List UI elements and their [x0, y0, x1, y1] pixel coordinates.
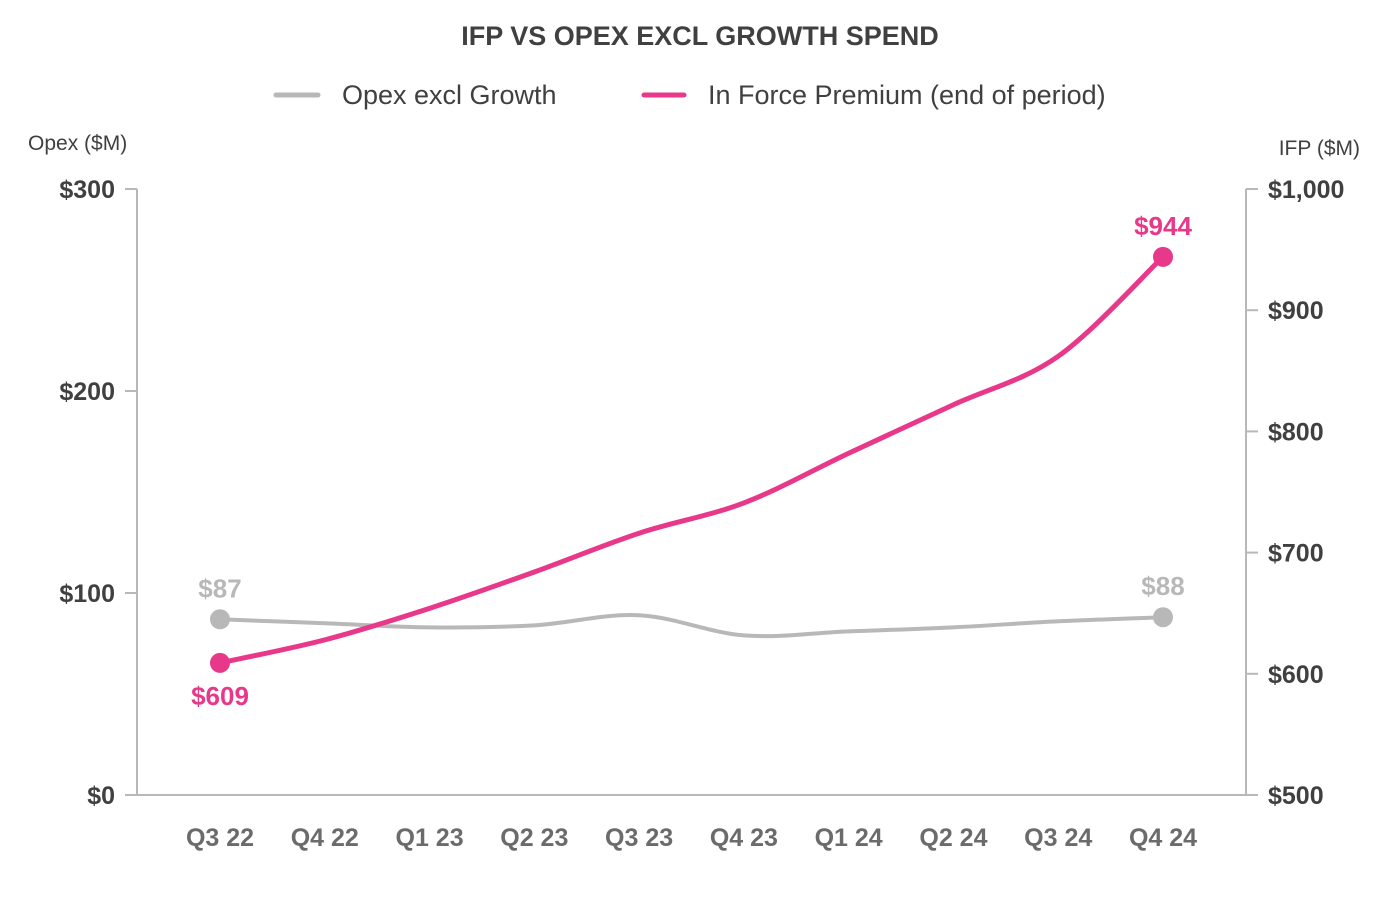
x-axis-tick-label: Q3 22 — [186, 824, 254, 852]
right-axis-tick-label: $1,000 — [1268, 176, 1344, 204]
x-axis-tick-label: Q2 24 — [919, 824, 987, 852]
data-labels: $87 $88 $609 $944 — [191, 211, 1192, 711]
data-label-opex: $87 — [198, 573, 241, 603]
left-axis-tick-label: $300 — [59, 176, 115, 204]
legend-label-ifp: In Force Premium (end of period) — [708, 80, 1106, 110]
x-axis-tick-label: Q2 23 — [500, 824, 568, 852]
data-label-opex: $88 — [1141, 571, 1184, 601]
x-axis-tick-label: Q1 24 — [815, 824, 883, 852]
chart-title: IFP VS OPEX EXCL GROWTH SPEND — [461, 21, 939, 51]
x-axis-tick-label: Q3 23 — [605, 824, 673, 852]
left-axis-tick-label: $200 — [59, 378, 115, 406]
x-axis-tick-label: Q4 24 — [1129, 824, 1197, 852]
right-axis-tick-label: $500 — [1268, 782, 1324, 810]
series-line-ifp — [217, 254, 1166, 666]
right-axis-tick-label: $800 — [1268, 418, 1324, 446]
right-axis-tick-label: $900 — [1268, 297, 1324, 325]
x-axis-tick-label: Q4 22 — [291, 824, 359, 852]
data-point-opex — [1153, 607, 1173, 628]
legend: Opex excl Growth In Force Premium (end o… — [273, 80, 1106, 110]
data-label-ifp: $944 — [1134, 211, 1192, 241]
left-axis-title: Opex ($M) — [28, 132, 127, 155]
right-axis-tick-label: $700 — [1268, 540, 1324, 568]
data-point-opex — [210, 609, 230, 630]
x-axis-tick-label: Q1 23 — [396, 824, 464, 852]
x-axis-tick-label: Q4 23 — [710, 824, 778, 852]
series — [210, 246, 1173, 673]
legend-label-opex: Opex excl Growth — [342, 80, 557, 110]
left-axis-tick-label: $0 — [87, 782, 115, 810]
left-axis-tick-label: $100 — [59, 580, 115, 608]
axes: $0 $100 $200 $300 $500 $600 $700 $800 $900 $1,000… — [59, 176, 1344, 852]
right-axis-tick-label: $600 — [1268, 661, 1324, 689]
x-axis-tick-label: Q3 24 — [1024, 824, 1092, 852]
data-point-ifp — [1153, 246, 1173, 267]
data-point-ifp — [210, 652, 230, 673]
right-axis-title: IFP ($M) — [1279, 137, 1360, 160]
series-line-opex — [218, 613, 1165, 639]
data-label-ifp: $609 — [191, 681, 249, 711]
